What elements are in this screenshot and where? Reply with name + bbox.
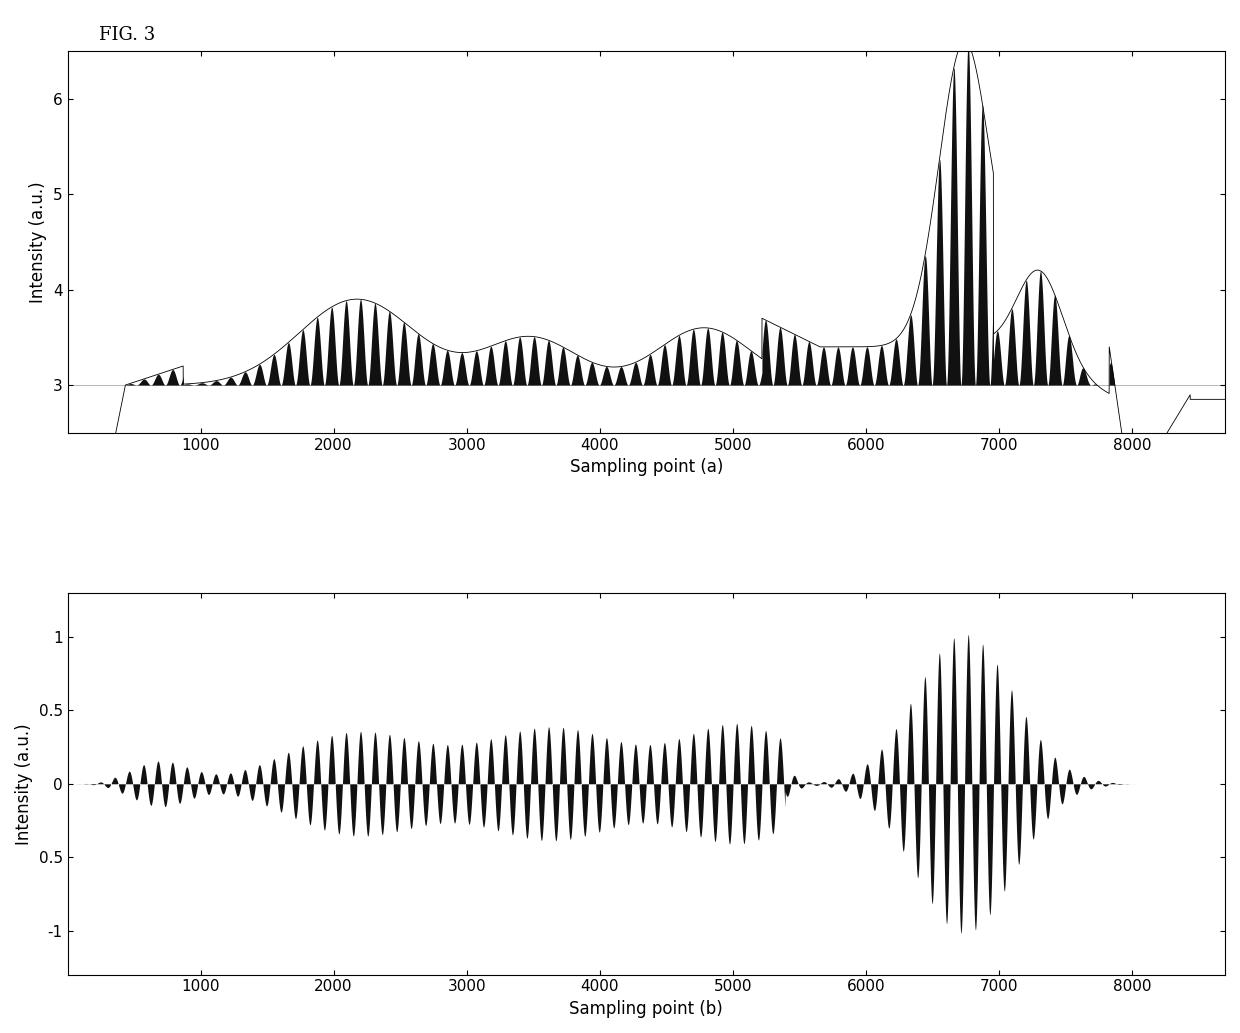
X-axis label: Sampling point (a): Sampling point (a) xyxy=(569,459,723,476)
Text: FIG. 3: FIG. 3 xyxy=(99,26,155,43)
Y-axis label: Intensity (a.u.): Intensity (a.u.) xyxy=(30,181,47,303)
X-axis label: Sampling point (b): Sampling point (b) xyxy=(569,1000,723,1018)
Y-axis label: Intensity (a.u.): Intensity (a.u.) xyxy=(15,723,33,845)
